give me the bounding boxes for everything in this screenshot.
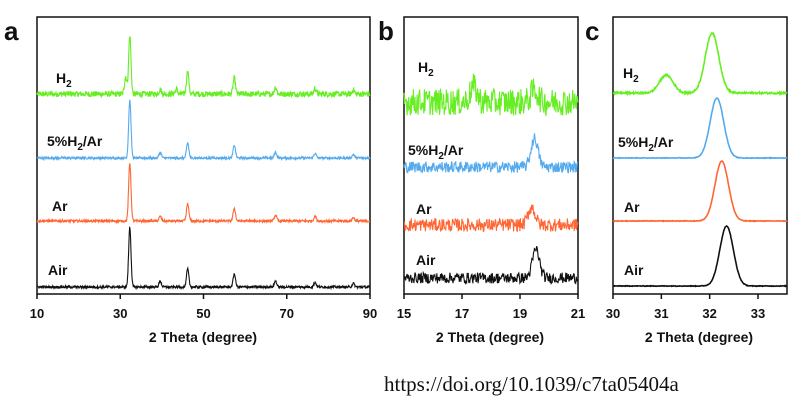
- panel-c-tick-label: 33: [751, 306, 765, 321]
- panel-a-frame: [36, 16, 371, 295]
- panel-c-series-label: Air: [624, 262, 644, 278]
- panel-b-series: H2 5%H2/Ar Ar Air: [403, 59, 579, 286]
- panel-c-tick-label: 32: [702, 306, 716, 321]
- panel-c-series-line: [612, 159, 788, 223]
- panel-b-series-line: [403, 204, 579, 233]
- panel-b-xlabel: 2 Theta (degree): [436, 329, 544, 345]
- panel-b-series-label: H2: [418, 59, 434, 79]
- panel-a-series-line: [36, 35, 371, 99]
- doi-text: https://doi.org/10.1039/c7ta05404a: [384, 372, 679, 396]
- panel-b-tick-label: 19: [513, 306, 527, 321]
- panel-a-tick-label: 30: [113, 306, 127, 321]
- panel-a-tick-label: 50: [196, 306, 210, 321]
- panel-b-series-line: [403, 133, 579, 174]
- panel-a-tick-label: 10: [30, 306, 44, 321]
- panel-c-series-label: Ar: [624, 199, 640, 215]
- panel-b-tick-label: 15: [397, 306, 411, 321]
- panel-a-xlabel: 2 Theta (degree): [149, 329, 257, 345]
- panel-b-series-label: Air: [416, 252, 436, 268]
- panel-c-series: H2 5%H2/Ar Ar Air: [612, 31, 788, 288]
- panel-a-tick-label: 70: [280, 306, 294, 321]
- panel-c-frame: [612, 16, 788, 295]
- panel-c-series-label: H2: [623, 65, 639, 85]
- panel-a-series-label: H2: [56, 70, 72, 90]
- panel-c: c H2 5%H2/Ar Ar Air 30 31 32 33 2 Theta (degre…: [585, 16, 788, 345]
- panel-a-ticks: 10 30 50 70 90: [30, 294, 377, 321]
- panel-a-series-label: Air: [48, 262, 68, 278]
- panel-c-series-label: 5%H2/Ar: [618, 134, 674, 154]
- panel-c-tick-label: 30: [606, 306, 620, 321]
- panel-a-series-line: [36, 163, 371, 225]
- panel-b-tick-label: 17: [455, 306, 469, 321]
- panel-b-frame: [403, 16, 579, 295]
- panel-label-b: b: [378, 16, 394, 46]
- panel-b-series-line: [403, 73, 579, 117]
- panel-b-ticks: 15 17 19 21: [397, 294, 585, 321]
- panel-b-tick-label: 21: [571, 306, 585, 321]
- panel-c-series-line: [612, 31, 788, 97]
- panel-a-series-line: [36, 225, 371, 291]
- panel-c-ticks: 30 31 32 33: [606, 294, 765, 321]
- panel-b-series-label: Ar: [416, 201, 432, 217]
- panel-a-tick-label: 90: [363, 306, 377, 321]
- panel-a-series: H2 5%H2/Ar Ar Air: [36, 35, 371, 291]
- panel-c-tick-label: 31: [654, 306, 668, 321]
- panel-a: a H2 5%H2/Ar Ar Air 10 30 50 70 90 2 Theta (deg…: [4, 16, 377, 345]
- panel-c-xlabel: 2 Theta (degree): [645, 329, 753, 345]
- panel-a-series-label: Ar: [52, 198, 68, 214]
- panel-b: b H2 5%H2/Ar Ar Air 15 17 19 21 2 Theta (degre…: [378, 16, 585, 345]
- panel-b-series-line: [403, 245, 579, 286]
- panel-b-series-label: 5%H2/Ar: [408, 142, 464, 162]
- panel-label-c: c: [585, 16, 599, 46]
- panel-c-series-line: [612, 224, 788, 288]
- panel-a-series-line: [36, 99, 371, 162]
- panel-label-a: a: [4, 16, 19, 46]
- panel-a-series-label: 5%H2/Ar: [47, 133, 103, 153]
- panel-c-series-line: [612, 97, 788, 160]
